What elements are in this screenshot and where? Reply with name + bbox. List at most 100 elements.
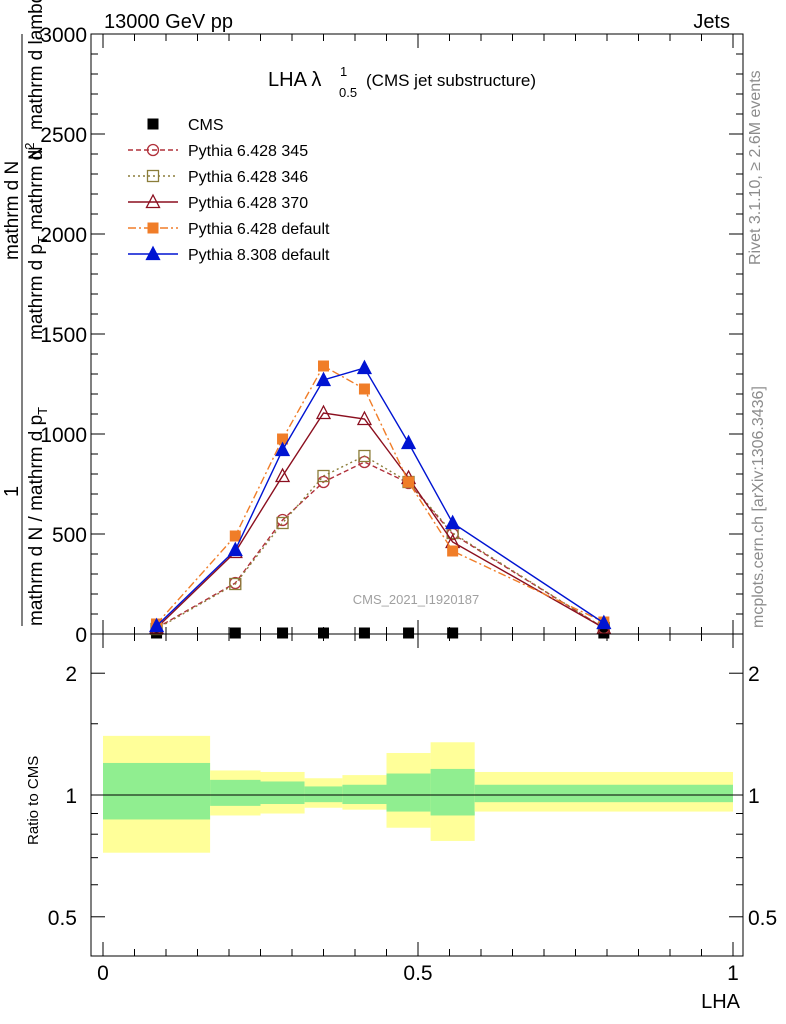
header-energy: 13000 GeV pp <box>104 11 233 33</box>
ratio-y-tick-label-right: 1 <box>748 785 760 808</box>
ratio-bands <box>103 735 733 853</box>
ratio-y-ticks: 0.5 0.5 1 1 2 2 <box>48 663 777 930</box>
header-jets: Jets <box>693 11 730 33</box>
x-tick-label: 1 <box>727 962 739 985</box>
data-point <box>318 360 329 372</box>
main-y-ticks <box>91 33 743 635</box>
ratio-y-tick-label-right: 2 <box>748 663 760 686</box>
main-y-tick-label: 2500 <box>40 124 87 147</box>
ratio-y-tick-label: 1 <box>65 785 77 808</box>
legend-entry: Pythia 6.428 370 <box>128 193 308 212</box>
data-point <box>148 617 165 633</box>
ylabel-mid-upper: mathrm d pT <box>26 236 50 340</box>
series-line <box>156 367 605 627</box>
ylabel-numerator: 1 <box>1 486 23 497</box>
main-y-tick-label: 0 <box>75 624 87 647</box>
rivet-label: Rivet 3.1.10, ≥ 2.6M events <box>747 70 764 265</box>
main-y-tick-label: 3000 <box>40 24 87 47</box>
x-tick-label: 0 <box>97 962 109 985</box>
data-point <box>596 614 612 630</box>
legend-label: Pythia 6.428 default <box>188 221 330 238</box>
legend-marker <box>146 143 160 157</box>
mcplots-label: mcplots.cern.ch [arXiv:1306.3436] <box>750 386 767 628</box>
legend-label: Pythia 6.428 345 <box>188 143 308 160</box>
legend-entry: Pythia 6.428 345 <box>128 143 308 160</box>
data-point <box>356 359 373 375</box>
ratio-y-label: Ratio to CMS <box>25 756 42 845</box>
data-point <box>447 545 459 557</box>
legend-label: Pythia 8.308 default <box>188 247 330 264</box>
data-point <box>447 627 459 639</box>
series-line <box>156 461 605 629</box>
title-extra: (CMS jet substructure) <box>366 71 536 90</box>
ylabel-top-d2: mathrm d2 <box>22 143 47 230</box>
legend-entry: Pythia 6.428 346 <box>128 169 308 186</box>
data-point <box>229 577 242 591</box>
title-sup: 1 <box>340 64 347 79</box>
legend-entry: CMS <box>147 117 224 134</box>
ratio-y-tick-label: 2 <box>65 663 77 686</box>
ratio-band-inner <box>342 784 387 805</box>
legend-marker <box>145 245 161 261</box>
legend-marker <box>145 193 161 209</box>
ratio-band-inner <box>304 786 343 803</box>
main-y-tick-label: 500 <box>52 524 87 547</box>
title-main: LHA λ <box>268 69 321 91</box>
x-axis-label: LHA <box>701 991 741 1013</box>
data-point <box>315 371 332 387</box>
data-point <box>358 449 371 463</box>
ratio-band-inner <box>386 773 431 812</box>
data-point <box>276 516 289 530</box>
data-point <box>358 627 370 639</box>
series-5 <box>148 359 612 633</box>
data-point <box>229 530 241 542</box>
series-line <box>156 412 605 629</box>
main-y-axis-label: 1 mathrm d N / mathrm d pT mathrm d pT m… <box>1 0 50 626</box>
watermark: CMS_2021_I1920187 <box>353 592 480 607</box>
data-point <box>229 627 241 639</box>
main-plot: 0 500 1000 1500 2000 2500 3000 LHA λ 1 0.5 (CM… <box>40 24 744 647</box>
legend-entry: Pythia 6.428 default <box>128 221 330 238</box>
ratio-y-tick-label: 0.5 <box>48 907 77 930</box>
legend-label: CMS <box>188 117 224 134</box>
title-sub: 0.5 <box>339 85 357 100</box>
ratio-band-inner <box>260 781 305 805</box>
data-point <box>403 476 415 488</box>
ratio-x-ticks: 0 0.5 1 <box>97 634 739 985</box>
main-y-tick-label: 1500 <box>40 324 87 347</box>
data-point <box>227 541 243 557</box>
ratio-band-inner <box>430 768 475 816</box>
data-point <box>274 441 291 457</box>
data-point <box>317 469 330 483</box>
ratio-plot: 0.5 0.51 12 2 0 0.5 1 Ratio to CMS LHA <box>25 633 777 1013</box>
data-point <box>277 627 289 639</box>
data-point <box>318 627 329 639</box>
legend-marker <box>146 169 160 183</box>
series-layer <box>148 359 612 639</box>
ylabel-top-lambda: mathrm d lambda <box>26 0 47 130</box>
ylabel-denominator: mathrm d N / mathrm d pT <box>26 407 50 626</box>
data-point <box>403 627 415 639</box>
data-point <box>356 410 373 426</box>
data-point <box>315 404 332 420</box>
data-point <box>400 434 417 450</box>
x-tick-label: 0.5 <box>403 962 432 985</box>
plot-title: LHA λ 1 0.5 (CMS jet substructure) <box>268 64 536 100</box>
ratio-band-inner <box>210 779 261 806</box>
legend-label: Pythia 6.428 370 <box>188 195 308 212</box>
main-y-tick-label: 1000 <box>40 424 87 447</box>
main-y-tick-labels: 0 500 1000 1500 2000 2500 3000 <box>40 24 87 647</box>
data-point <box>445 514 461 530</box>
legend-label: Pythia 6.428 346 <box>188 169 308 186</box>
legend-marker <box>147 222 159 234</box>
ratio-band-inner <box>103 762 211 820</box>
data-point <box>277 433 289 445</box>
legend-marker <box>147 118 159 130</box>
series-line <box>156 365 605 625</box>
main-y-tick-label: 2000 <box>40 224 87 247</box>
ratio-y-tick-label-right: 0.5 <box>748 907 777 930</box>
data-point <box>274 467 291 483</box>
legend-entry: Pythia 8.308 default <box>128 245 330 264</box>
data-point <box>358 383 370 395</box>
